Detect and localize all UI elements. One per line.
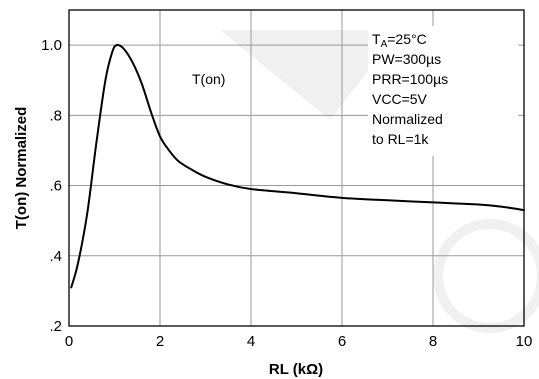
condition-normalized: Normalized <box>372 111 443 127</box>
y-axis-ticks: .2 .4 .6 .8 1.0 <box>41 37 62 335</box>
x-tick-label: 10 <box>516 333 533 350</box>
x-tick-label: 6 <box>338 333 346 350</box>
curve-label: T(on) <box>192 71 225 87</box>
y-tick-label: .6 <box>49 178 62 195</box>
y-tick-label: .2 <box>49 318 62 335</box>
y-tick-label: 1.0 <box>41 37 62 54</box>
watermark-logo <box>220 30 539 333</box>
x-tick-label: 4 <box>247 333 255 350</box>
condition-prr: PRR=100µs <box>372 71 448 87</box>
x-tick-label: 0 <box>65 333 73 350</box>
conditions-box <box>368 26 518 156</box>
x-axis-ticks: 0 2 4 6 8 10 <box>65 333 533 350</box>
y-tick-label: .8 <box>49 107 62 124</box>
series-line-ton <box>70 43 525 289</box>
x-axis-label: RL (kΩ) <box>269 361 323 378</box>
y-axis-label: T(on) Normalized <box>13 107 30 230</box>
y-tick-label: .4 <box>49 248 62 265</box>
x-tick-label: 8 <box>429 333 437 350</box>
condition-vcc: VCC=5V <box>372 91 428 107</box>
condition-reference: to RL=1k <box>372 131 429 147</box>
x-tick-label: 2 <box>156 333 164 350</box>
condition-pw: PW=300µs <box>372 51 441 67</box>
plot-frame <box>68 9 525 327</box>
condition-ta: TA=25°C <box>372 31 427 50</box>
